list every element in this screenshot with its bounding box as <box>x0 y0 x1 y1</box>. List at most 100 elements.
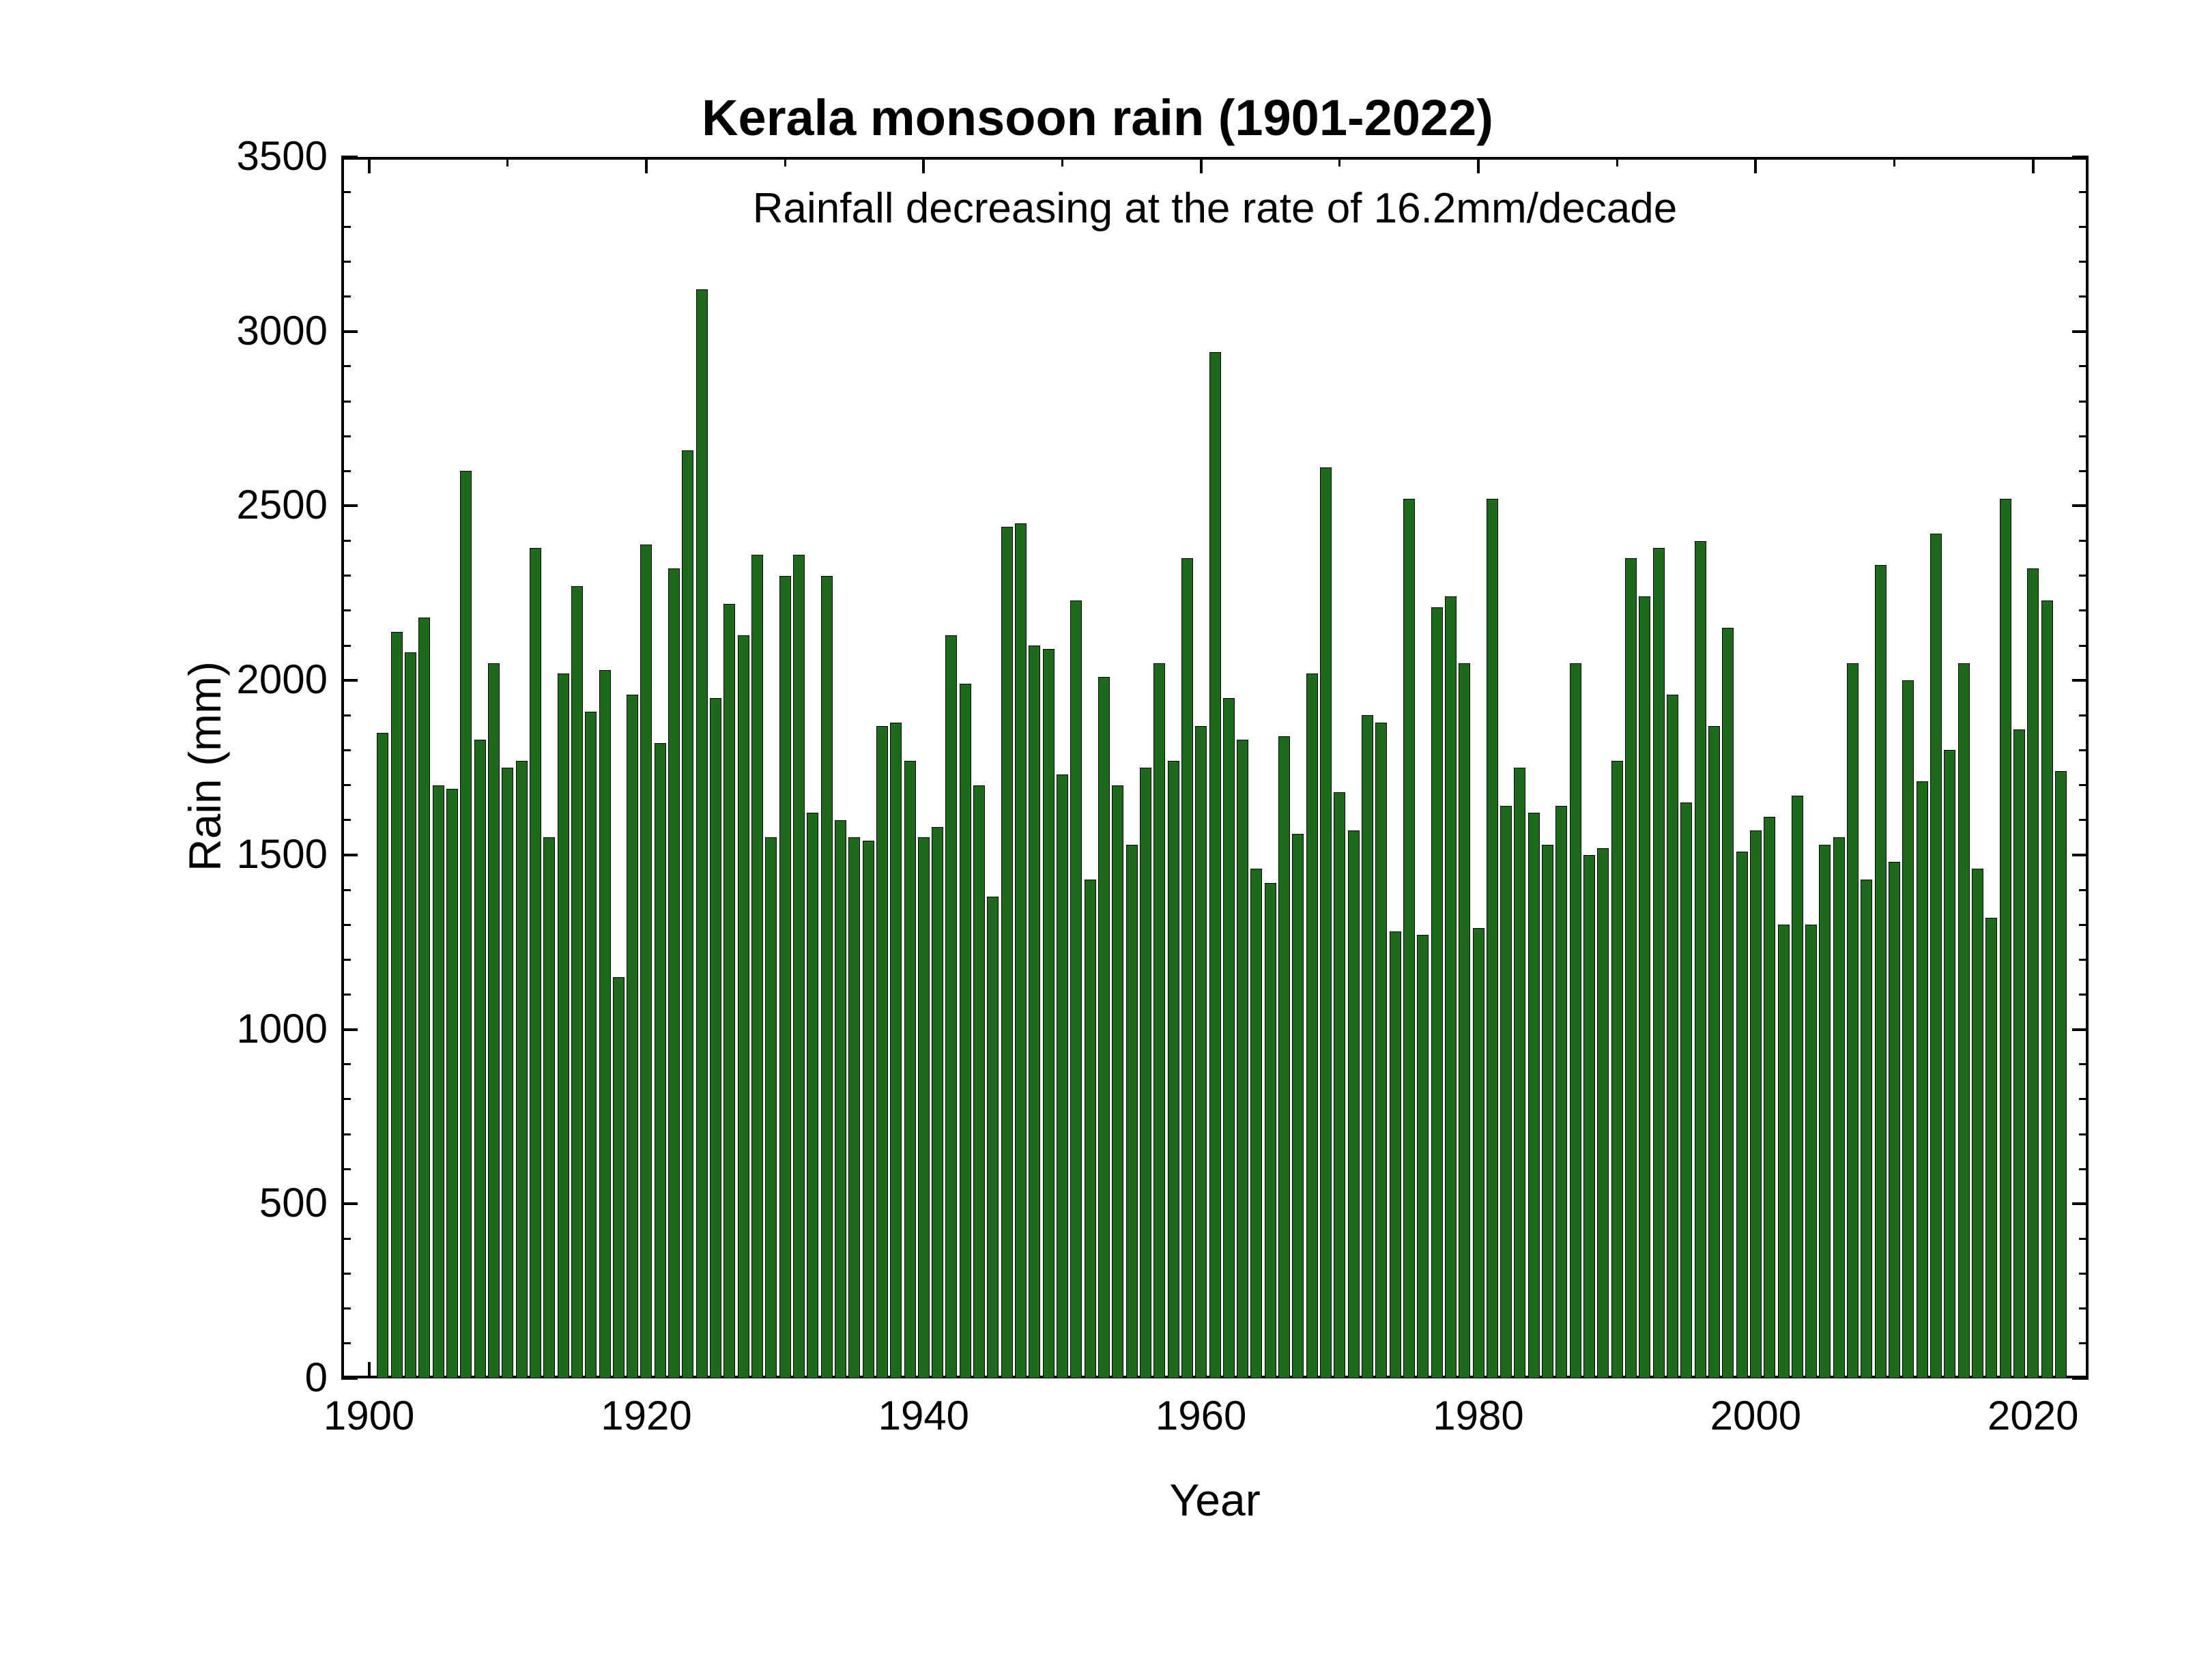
data-bar <box>1708 726 1720 1378</box>
data-bar <box>1306 674 1318 1378</box>
data-bar <box>1168 761 1179 1378</box>
data-bar <box>2000 499 2011 1378</box>
data-bar <box>723 604 735 1378</box>
data-bar <box>446 789 458 1378</box>
ytick-minor <box>341 470 351 472</box>
data-bar <box>1542 845 1553 1378</box>
ytick-label: 500 <box>205 1179 328 1226</box>
ytick-minor <box>2079 1307 2089 1309</box>
data-bar <box>405 652 416 1378</box>
data-bar <box>987 897 999 1378</box>
data-bar <box>1805 925 1817 1378</box>
data-bar <box>710 698 721 1378</box>
data-bar <box>516 761 528 1378</box>
ytick-minor <box>341 401 351 403</box>
data-bar <box>848 837 860 1378</box>
xtick-minor <box>1061 157 1063 166</box>
chart-subtitle: Rainfall decreasing at the rate of 16.2m… <box>423 184 2007 233</box>
data-bar <box>668 568 680 1378</box>
ytick-minor <box>2079 1063 2089 1065</box>
xtick-minor <box>506 157 508 166</box>
data-bar <box>1819 845 1831 1378</box>
data-bar <box>1278 736 1290 1378</box>
ytick-major <box>2072 1377 2089 1380</box>
ytick-minor <box>2079 470 2089 472</box>
data-bar <box>1667 695 1678 1378</box>
data-bar <box>460 471 472 1378</box>
xtick-major <box>645 157 648 173</box>
data-bar <box>1459 663 1470 1378</box>
data-bar <box>543 837 555 1378</box>
ytick-major <box>341 1028 358 1031</box>
ytick-major <box>341 504 358 507</box>
xtick-label: 2020 <box>1965 1392 2101 1439</box>
data-bar <box>1625 558 1637 1378</box>
ytick-minor <box>341 714 351 716</box>
data-bar <box>1958 663 1970 1378</box>
ytick-minor <box>2079 1238 2089 1240</box>
xtick-major <box>2032 157 2035 173</box>
xtick-minor <box>1893 157 1895 166</box>
data-bar <box>751 555 763 1378</box>
xtick-minor <box>784 157 786 166</box>
ytick-minor <box>341 609 351 611</box>
data-bar <box>1223 698 1235 1378</box>
ytick-minor <box>341 1133 351 1135</box>
xtick-major <box>368 1362 371 1378</box>
data-bar <box>2027 568 2039 1378</box>
ytick-minor <box>2079 1273 2089 1275</box>
xtick-label: 1920 <box>578 1392 715 1439</box>
data-bar <box>1153 663 1165 1378</box>
data-bar <box>945 635 957 1378</box>
data-bar <box>1334 792 1345 1378</box>
data-bar <box>1403 499 1415 1378</box>
chart-title: Kerala monsoon rain (1901-2022) <box>0 89 2195 147</box>
ytick-minor <box>341 645 351 647</box>
data-bar <box>1209 352 1221 1378</box>
ytick-major <box>2072 679 2089 682</box>
data-bar <box>1362 715 1373 1378</box>
data-bar <box>863 841 874 1378</box>
ytick-minor <box>2079 1098 2089 1100</box>
data-bar <box>1778 925 1790 1378</box>
ytick-minor <box>341 1307 351 1309</box>
data-bar <box>1972 869 1983 1378</box>
ytick-minor <box>2079 749 2089 751</box>
data-bar <box>1570 663 1581 1378</box>
data-bar <box>1126 845 1138 1378</box>
ytick-minor <box>341 1098 351 1100</box>
ytick-major <box>341 1377 358 1380</box>
data-bar <box>1098 677 1110 1378</box>
data-bar <box>1722 628 1734 1378</box>
data-bar <box>474 740 486 1378</box>
data-bar <box>1792 796 1803 1378</box>
ytick-minor <box>341 924 351 926</box>
data-bar <box>890 723 902 1378</box>
ytick-minor <box>2079 889 2089 891</box>
data-bar <box>1902 680 1914 1378</box>
data-bar <box>1195 726 1207 1378</box>
data-bar <box>835 820 846 1378</box>
data-bar <box>613 977 625 1378</box>
data-bar <box>488 663 500 1378</box>
ytick-minor <box>2079 365 2089 367</box>
ytick-minor <box>341 1342 351 1344</box>
ytick-major <box>341 330 358 333</box>
ytick-minor <box>341 749 351 751</box>
data-bar <box>1431 607 1443 1378</box>
ytick-minor <box>2079 819 2089 821</box>
ytick-minor <box>2079 1133 2089 1135</box>
ytick-major <box>2072 854 2089 856</box>
data-bar <box>696 289 708 1378</box>
ytick-minor <box>2079 540 2089 542</box>
x-axis-label: Year <box>341 1474 2089 1526</box>
ytick-minor <box>341 1063 351 1065</box>
xtick-major <box>1477 157 1480 173</box>
data-bar <box>1695 541 1706 1378</box>
ytick-minor <box>2079 1342 2089 1344</box>
data-bar <box>1861 880 1872 1378</box>
data-bar <box>682 450 693 1378</box>
ytick-minor <box>341 1273 351 1275</box>
xtick-major <box>1754 157 1757 173</box>
xtick-major <box>1200 157 1203 173</box>
